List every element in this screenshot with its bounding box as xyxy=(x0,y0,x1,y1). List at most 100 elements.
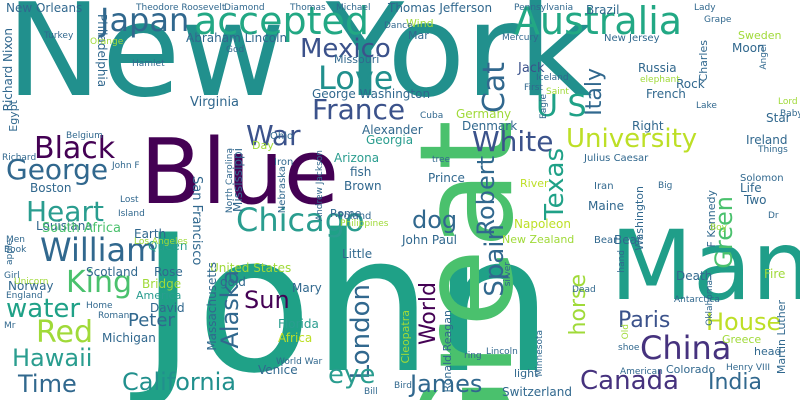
word: Boston xyxy=(30,181,72,195)
word: Iron xyxy=(274,157,294,168)
word: Massachusetts xyxy=(205,262,219,351)
word: River xyxy=(520,177,549,190)
word: Florida xyxy=(278,317,319,331)
word: Pennsylvania xyxy=(514,3,574,13)
word: Georgia xyxy=(366,133,414,147)
word: Richard xyxy=(2,153,37,163)
word: Peter xyxy=(128,310,175,331)
word: Thomas xyxy=(290,3,326,13)
word: hand xyxy=(617,250,627,273)
word: Minnesota xyxy=(535,330,545,377)
word: gold xyxy=(220,275,246,289)
word: Ohio xyxy=(270,131,294,142)
word: Alexander xyxy=(362,123,423,137)
word: William xyxy=(40,231,158,269)
word: Lost xyxy=(120,195,139,205)
word: Ronald Reagan xyxy=(441,310,454,393)
word: Queen xyxy=(148,239,188,253)
word: Maine xyxy=(588,199,625,213)
word: Star xyxy=(766,111,791,125)
word: King xyxy=(66,265,133,300)
word: accepted xyxy=(194,0,369,43)
word: Day xyxy=(252,139,274,152)
word: Philadelphia xyxy=(95,14,109,88)
word: Hawaii xyxy=(12,344,93,372)
word: Chicago xyxy=(236,201,365,239)
word: Angel xyxy=(759,44,769,70)
word: Sweden xyxy=(738,29,782,42)
word: Lake xyxy=(696,101,717,111)
word: Love xyxy=(318,59,394,97)
word: Louisiana xyxy=(36,219,93,233)
word: Sun xyxy=(244,286,290,314)
word: New York xyxy=(6,0,593,126)
word: Island xyxy=(118,209,145,219)
word: Heart xyxy=(26,195,104,228)
word: Things xyxy=(758,145,788,155)
word: Australia xyxy=(514,0,683,43)
word: Lord xyxy=(778,97,798,107)
word: Cat xyxy=(477,62,512,114)
word: Prince xyxy=(428,171,465,185)
word: Turkey xyxy=(44,31,74,41)
word: Dead xyxy=(572,285,596,295)
word: Girl xyxy=(4,271,20,281)
word: Red xyxy=(36,315,93,350)
word: New Orleans xyxy=(6,1,83,15)
word: California xyxy=(122,368,236,396)
word: Grape xyxy=(704,15,732,25)
word: Rome xyxy=(330,207,362,220)
word: Cleopatra xyxy=(399,310,412,364)
word: India xyxy=(708,370,762,395)
word: China xyxy=(640,329,732,367)
word: War xyxy=(246,119,301,152)
word: Rose xyxy=(154,265,183,279)
word: Men xyxy=(6,235,26,245)
word: Japan xyxy=(100,1,190,39)
word: Roman xyxy=(98,311,130,321)
word: University xyxy=(566,124,698,154)
word: Switzerland xyxy=(502,385,572,399)
word: Venice xyxy=(258,363,298,377)
word: First xyxy=(524,83,543,93)
word: Mercury xyxy=(502,33,539,43)
word: John Paul xyxy=(402,233,457,247)
word: Denmark xyxy=(462,119,518,133)
word: South Africa xyxy=(42,221,121,236)
word: Wind xyxy=(406,17,434,30)
word: Rock xyxy=(676,77,705,91)
word: tree xyxy=(432,155,451,165)
word: France xyxy=(312,93,406,126)
word: Unicorn xyxy=(14,277,49,287)
word: Abraham Lincoln xyxy=(186,31,288,45)
word: Old xyxy=(621,324,631,340)
word: Africa xyxy=(278,331,313,345)
word: James xyxy=(410,370,483,398)
word: Los Angeles xyxy=(134,237,188,247)
word: Mar xyxy=(408,29,429,42)
word: Moon xyxy=(732,41,765,55)
word: Washington xyxy=(633,186,646,251)
word: George Washington xyxy=(312,87,431,101)
word: Time xyxy=(18,370,77,398)
word: dog xyxy=(412,206,458,234)
word: ring xyxy=(464,351,482,361)
word: World War xyxy=(276,357,323,367)
word: shoe xyxy=(618,343,640,353)
word: Saint xyxy=(546,87,569,97)
word: eye xyxy=(328,360,376,390)
word: United States xyxy=(210,261,292,275)
word: Dr xyxy=(768,211,779,221)
word: God xyxy=(226,45,245,55)
word: Italy xyxy=(582,68,607,116)
word: Charles xyxy=(697,40,710,82)
word: Henry VIII xyxy=(726,363,771,373)
word: Boy xyxy=(710,223,728,233)
word: Andrew Jackson xyxy=(315,150,325,222)
word: Norway xyxy=(8,279,54,293)
word: Dance xyxy=(384,21,413,31)
word: water xyxy=(6,294,81,324)
word: World xyxy=(416,282,441,346)
word: French xyxy=(646,87,686,101)
